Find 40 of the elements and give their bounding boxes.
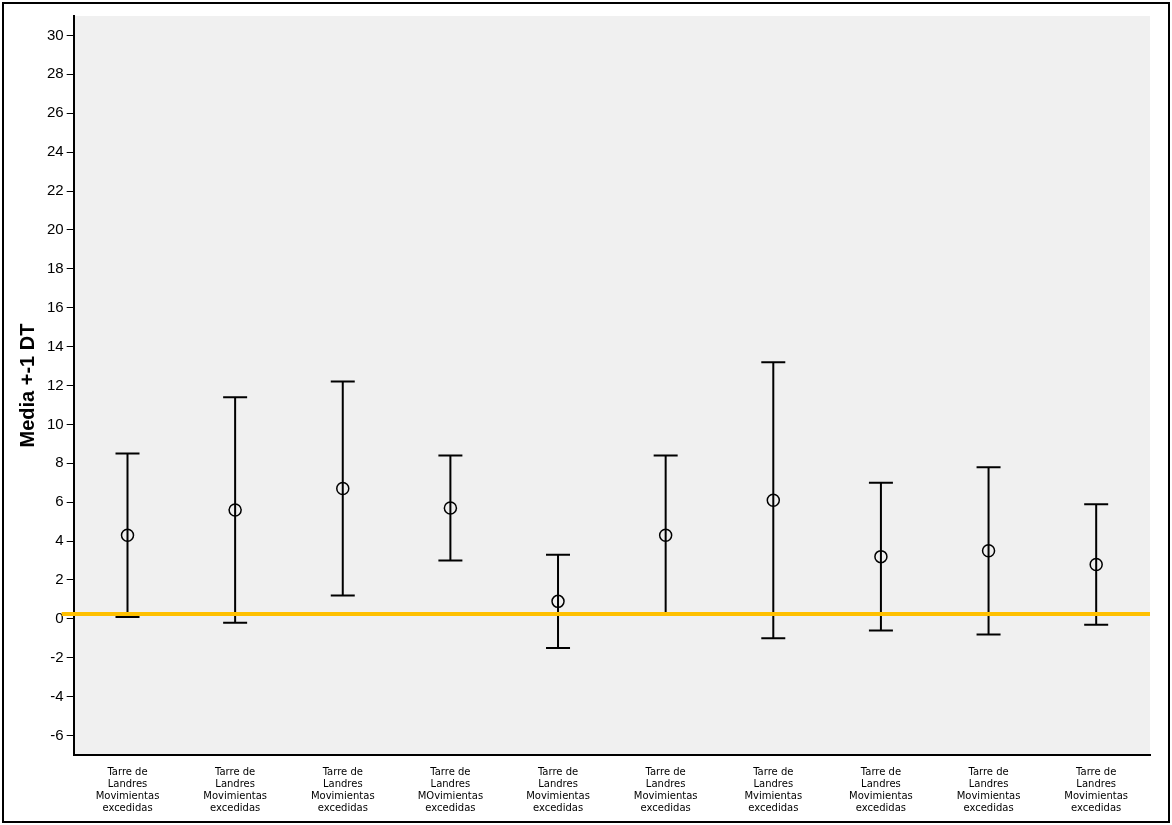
point [766,493,781,507]
x-tick-label: Tarre de Landres Movimientas excedidas [203,765,267,813]
y-tick-label: 2 [55,570,64,588]
point [336,481,350,496]
point [981,544,996,558]
point [658,528,673,542]
y-tick-label: -4 [50,686,64,704]
point [874,549,888,564]
y-tick-label: -2 [50,647,64,665]
x-tick-label: Tarre de Landres Movimientas excedidas [95,765,160,813]
x-tick-label: Tarre de Landres Movimientas excedidas [526,765,590,813]
y-tick-label: 0 [55,609,64,627]
y-tick-label: 12 [47,375,64,393]
x-tick-label: Tarre de Landres Movimientas excedidas [849,765,913,813]
y-tick-label: 24 [47,142,64,160]
y-tick-label: 18 [47,258,64,276]
y-tick-label: 26 [47,103,64,121]
y-tick-label: 4 [55,531,64,549]
y-tick-label: 8 [55,453,64,471]
x-tick-label: Tarre de Landres Movimientas excedidas [633,765,698,813]
point [551,594,565,609]
x-tick-label: Tarre de Landres MOvimientas excedidas [417,765,484,813]
x-tick-label: Tarre de Landres Movimientas excedidas [310,765,375,813]
x-tick-label: Tarre de Landres Movimientas excedidas [956,765,1021,813]
y-tick-label: 20 [47,220,64,238]
x-tick-label: Tarre de Landres Mvimientas excedidas [744,765,803,813]
y-tick-label: -6 [50,725,64,743]
y-tick-label: 30 [47,25,64,43]
y-tick-label: 6 [55,492,64,510]
y-tick-label: 10 [47,414,64,432]
point [228,503,242,517]
y-tick-label: 14 [47,336,64,354]
x-tick-label: Tarre de Landres Movimientas excedidas [1064,765,1129,813]
y-tick-label: 22 [47,181,64,199]
point [120,528,135,542]
y-tick-label: 16 [47,297,64,315]
y-tick-label: 28 [47,64,64,82]
point [1089,557,1103,572]
point [443,501,458,515]
y-axis-title: Media +-1 DT [15,323,38,448]
